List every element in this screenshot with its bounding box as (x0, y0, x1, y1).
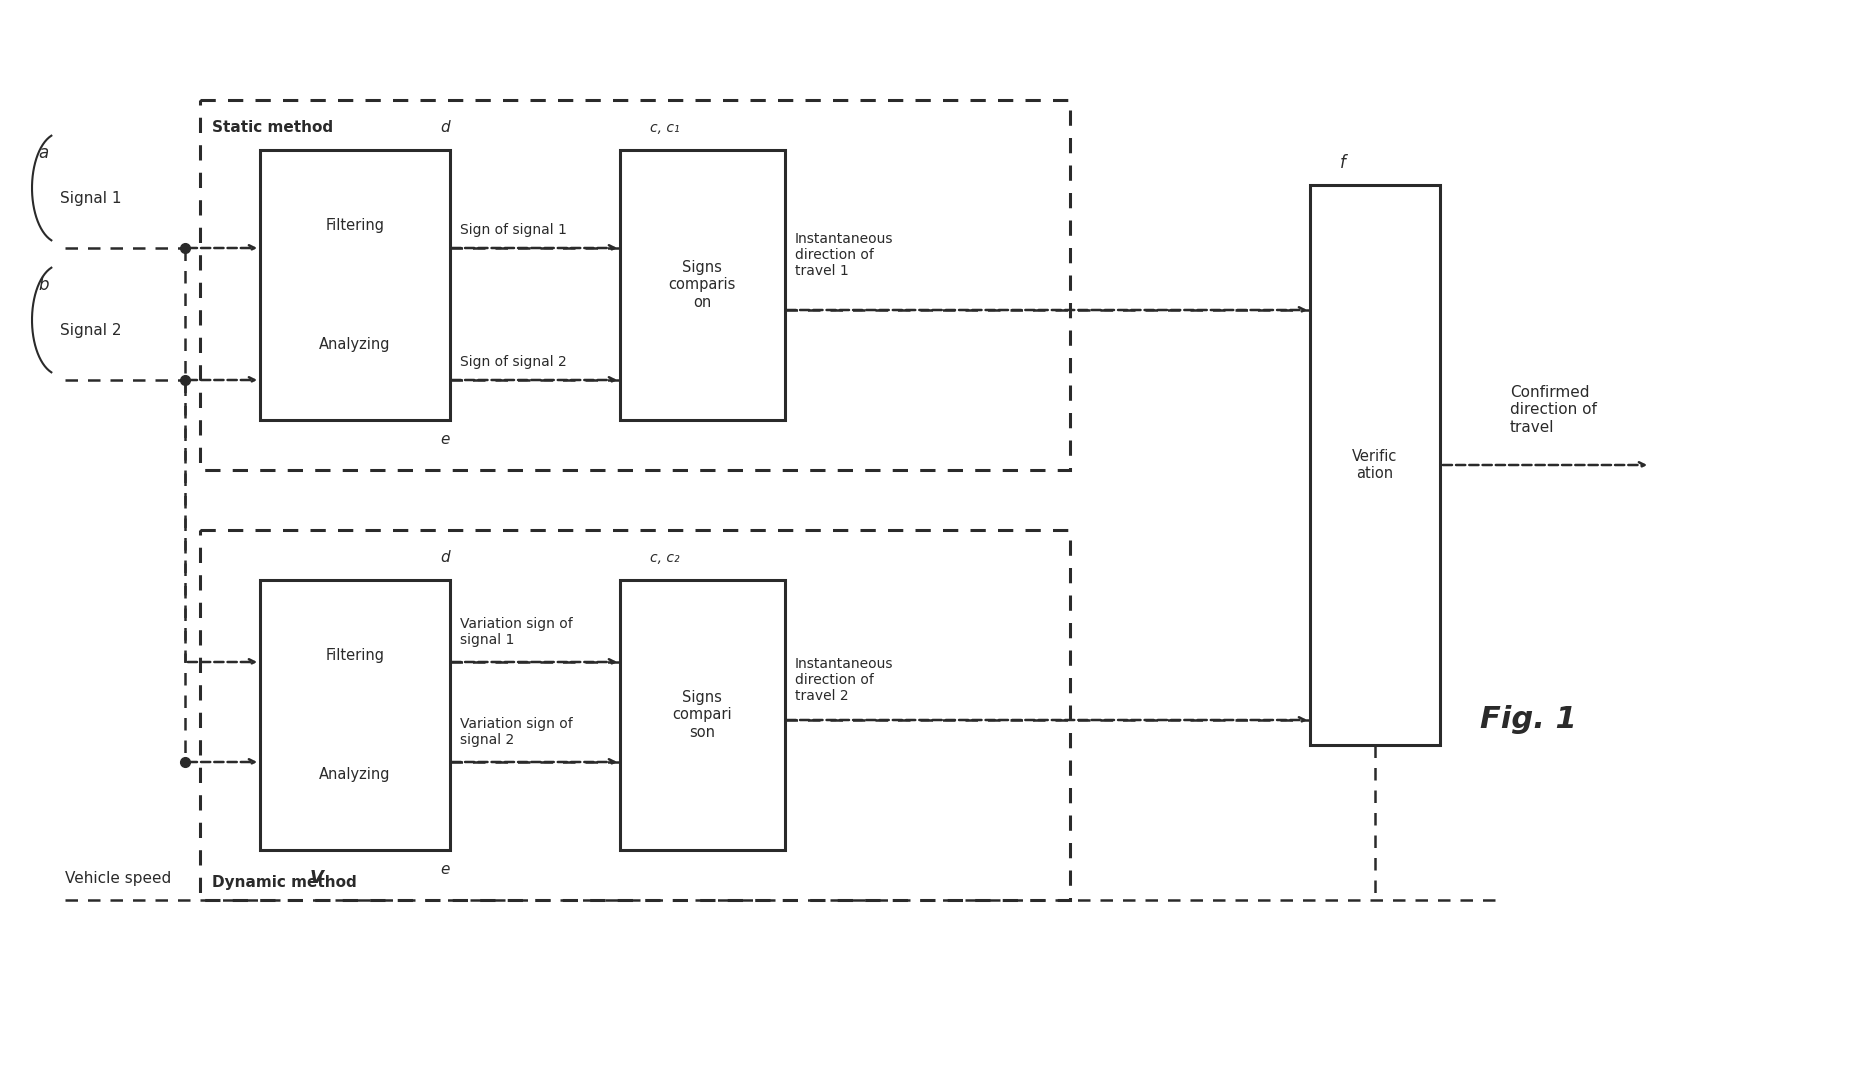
Text: e: e (439, 432, 451, 447)
Text: Variation sign of
signal 2: Variation sign of signal 2 (460, 717, 573, 747)
Text: Verific
ation: Verific ation (1352, 449, 1398, 481)
Text: Instantaneous
direction of
travel 2: Instantaneous direction of travel 2 (795, 657, 894, 703)
Text: c, c₁: c, c₁ (650, 121, 680, 136)
Text: Filtering: Filtering (326, 218, 384, 233)
Text: d: d (439, 121, 451, 136)
Text: Sign of signal 2: Sign of signal 2 (460, 355, 566, 369)
Bar (199, 100, 1071, 469)
Bar (620, 580, 786, 850)
Text: Signal 2: Signal 2 (60, 322, 121, 337)
Text: e: e (439, 862, 451, 877)
Text: b: b (37, 276, 48, 294)
Text: Sign of signal 1: Sign of signal 1 (460, 223, 566, 237)
Text: Static method: Static method (212, 121, 333, 136)
Text: Variation sign of
signal 1: Variation sign of signal 1 (460, 617, 573, 647)
Text: Signs
comparis
on: Signs comparis on (668, 260, 735, 309)
Text: f: f (1341, 154, 1346, 172)
Bar (261, 150, 451, 420)
Text: c, c₂: c, c₂ (650, 551, 680, 566)
Text: Fig. 1: Fig. 1 (1480, 705, 1577, 734)
Text: Vehicle speed: Vehicle speed (65, 871, 171, 886)
Text: Analyzing: Analyzing (318, 337, 391, 352)
Bar (1311, 185, 1439, 745)
Bar (261, 580, 451, 850)
Text: Filtering: Filtering (326, 648, 384, 663)
Text: V: V (309, 869, 324, 887)
Text: Signal 1: Signal 1 (60, 191, 121, 206)
Text: Instantaneous
direction of
travel 1: Instantaneous direction of travel 1 (795, 232, 894, 278)
Text: a: a (37, 144, 48, 162)
Text: Analyzing: Analyzing (318, 767, 391, 782)
Bar (620, 150, 786, 420)
Text: Dynamic method: Dynamic method (212, 875, 358, 890)
Bar (199, 530, 1071, 899)
Text: Signs
compari
son: Signs compari son (672, 690, 732, 739)
Text: Confirmed
direction of
travel: Confirmed direction of travel (1510, 385, 1598, 435)
Text: d: d (439, 551, 451, 566)
